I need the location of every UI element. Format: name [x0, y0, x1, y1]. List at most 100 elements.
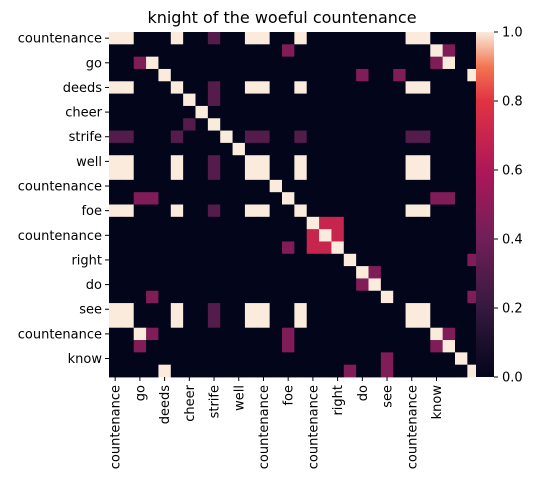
- heatmap-cell: [282, 118, 295, 131]
- heatmap-cell: [133, 241, 147, 255]
- heatmap-cell: [306, 315, 320, 329]
- heatmap-cell: [356, 179, 369, 193]
- heatmap-cell: [343, 364, 357, 378]
- heatmap-cell: [269, 118, 283, 131]
- heatmap-cell: [195, 68, 209, 82]
- heatmap-cell: [319, 278, 332, 292]
- heatmap-cell: [232, 229, 246, 242]
- heatmap-cell: [232, 352, 246, 366]
- heatmap-cell: [368, 253, 382, 267]
- heatmap-cell: [331, 167, 345, 181]
- heatmap-cell: [331, 216, 345, 230]
- heatmap-cell: [183, 266, 196, 279]
- heatmap-cell: [183, 327, 196, 341]
- heatmap-cell: [244, 253, 258, 267]
- heatmap-cell: [356, 93, 369, 107]
- heatmap-cell: [331, 352, 345, 366]
- heatmap-cell: [109, 179, 122, 193]
- heatmap-cell: [306, 68, 320, 82]
- heatmap-cell: [257, 253, 271, 267]
- heatmap-cell: [170, 290, 184, 304]
- heatmap-cell: [356, 130, 369, 144]
- heatmap-cell: [455, 290, 468, 304]
- heatmap-cell: [269, 253, 283, 267]
- heatmap-cell: [232, 56, 246, 70]
- heatmap-cell: [368, 266, 382, 279]
- heatmap-cell: [380, 352, 394, 366]
- heatmap-cell: [405, 204, 419, 218]
- heatmap-cell: [220, 56, 233, 70]
- heatmap-cell: [430, 130, 444, 144]
- heatmap-cell: [380, 303, 394, 316]
- heatmap-cell: [380, 340, 394, 353]
- y-tick-label: know: [68, 352, 103, 367]
- heatmap-cell: [170, 44, 184, 58]
- heatmap-cell: [331, 142, 345, 156]
- heatmap-cell: [393, 68, 406, 82]
- heatmap-cell: [121, 56, 135, 70]
- heatmap-cell: [380, 167, 394, 181]
- heatmap-cell: [319, 130, 332, 144]
- x-tick-label: go: [133, 385, 148, 401]
- heatmap-cell: [430, 179, 444, 193]
- heatmap-cell: [170, 130, 184, 144]
- heatmap-cell: [257, 241, 271, 255]
- heatmap-cell: [319, 68, 332, 82]
- heatmap-cell: [207, 241, 221, 255]
- heatmap-cell: [442, 315, 456, 329]
- heatmap-cell: [195, 364, 209, 378]
- heatmap-cell: [257, 81, 271, 95]
- heatmap-cell: [294, 68, 308, 82]
- heatmap-cell: [133, 290, 147, 304]
- heatmap-cell: [158, 290, 172, 304]
- heatmap-cell: [257, 93, 271, 107]
- heatmap-cell: [417, 204, 431, 218]
- heatmap-cell: [207, 81, 221, 95]
- x-tick-label: countenance: [109, 385, 124, 469]
- y-tick-label: right: [71, 253, 102, 268]
- heatmap-cell: [109, 93, 122, 107]
- heatmap-cell: [195, 81, 209, 95]
- heatmap-cell: [195, 241, 209, 255]
- heatmap-cell: [343, 204, 357, 218]
- heatmap-cell: [170, 32, 184, 45]
- heatmap-cell: [343, 216, 357, 230]
- heatmap-cell: [319, 81, 332, 95]
- heatmap-cell: [306, 327, 320, 341]
- heatmap-cell: [257, 327, 271, 341]
- heatmap-cell: [368, 241, 382, 255]
- heatmap-cell: [417, 155, 431, 168]
- heatmap-cell: [146, 315, 159, 329]
- heatmap-cell: [356, 68, 369, 82]
- heatmap-cell: [133, 155, 147, 168]
- heatmap-cell: [269, 303, 283, 316]
- heatmap-cell: [393, 105, 406, 119]
- heatmap-cell: [269, 68, 283, 82]
- heatmap-cell: [455, 81, 468, 95]
- heatmap-cell: [380, 81, 394, 95]
- heatmap-cell: [442, 68, 456, 82]
- heatmap-cell: [109, 192, 122, 205]
- heatmap-cell: [417, 266, 431, 279]
- heatmap-cell: [319, 192, 332, 205]
- heatmap-cell: [430, 315, 444, 329]
- x-tick-label: cheer: [183, 384, 198, 421]
- heatmap-cell: [183, 93, 196, 107]
- heatmap-cell: [232, 105, 246, 119]
- heatmap-cell: [405, 266, 419, 279]
- heatmap-cell: [405, 56, 419, 70]
- heatmap-cell: [244, 142, 258, 156]
- heatmap-cell: [455, 179, 468, 193]
- heatmap-cell: [430, 105, 444, 119]
- heatmap-cell: [430, 204, 444, 218]
- heatmap-cell: [442, 179, 456, 193]
- heatmap-cell: [306, 179, 320, 193]
- heatmap-cell: [430, 303, 444, 316]
- heatmap-cell: [207, 253, 221, 267]
- heatmap-cell: [133, 44, 147, 58]
- heatmap-cell: [393, 142, 406, 156]
- heatmap-cell: [343, 303, 357, 316]
- heatmap-cell: [405, 241, 419, 255]
- heatmap-cell: [380, 93, 394, 107]
- heatmap-cell: [244, 68, 258, 82]
